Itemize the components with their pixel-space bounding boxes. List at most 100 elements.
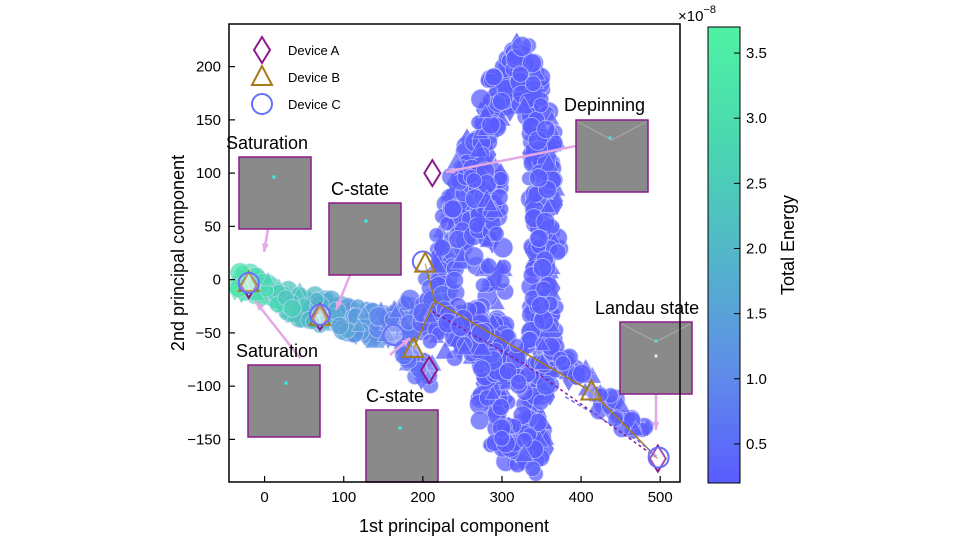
cloud-point	[330, 316, 350, 336]
legend: Device A Device B Device C	[250, 35, 341, 115]
cloud-point	[509, 338, 525, 354]
cloud-point	[552, 191, 564, 211]
annotation-label: Saturation	[226, 133, 308, 153]
cloud-point	[356, 305, 373, 320]
vortex-core	[364, 219, 368, 223]
x-axis-title: 1st principal component	[359, 516, 549, 536]
y-tick-label: 0	[213, 272, 221, 289]
colorbar-tick-label: 2.0	[746, 240, 767, 257]
cloud-point	[475, 277, 491, 294]
cloud-point	[478, 232, 496, 248]
x-tick-label: 0	[260, 489, 268, 506]
cloud-point	[485, 231, 499, 254]
cloud-point	[529, 168, 549, 188]
cloud-point	[482, 197, 499, 212]
vortex-core	[398, 426, 402, 430]
colorbar-tick-label: 0.5	[746, 436, 767, 453]
cloud-point	[445, 270, 464, 290]
cloud-point	[282, 298, 302, 318]
domain-wall	[577, 121, 647, 141]
device-c-point	[237, 271, 260, 294]
cloud-point	[529, 228, 549, 248]
highlighted-points	[237, 158, 670, 474]
cloud-point	[433, 235, 448, 259]
cloud-point	[488, 225, 505, 242]
annotation-label: Landau state	[595, 298, 699, 318]
annotation-label: Depinning	[564, 95, 645, 115]
cloud-point	[493, 170, 509, 187]
cloud-point	[493, 430, 511, 447]
cloud-point	[434, 340, 456, 360]
cloud-point	[523, 117, 534, 137]
cloud-point	[521, 53, 542, 74]
device-a-point	[423, 158, 442, 189]
cloud-point	[446, 151, 466, 170]
cloud-point	[494, 259, 506, 280]
colorbar-ticks: 0.5 1.0 1.5 2.0 2.5 3.0 3.5	[734, 45, 767, 453]
y-tick-label: 200	[196, 59, 221, 76]
annotation-insets: Saturation C-state Saturation C-state Depinn…	[226, 95, 699, 483]
cloud-point	[554, 355, 571, 372]
plot-frame	[228, 23, 681, 483]
cloud-point	[531, 296, 550, 315]
cloud-point	[534, 336, 551, 351]
scatter-cloud	[227, 32, 654, 482]
inset-image	[247, 364, 321, 438]
cloud-point	[513, 95, 535, 115]
domain-wall	[621, 323, 691, 343]
cloud-point	[260, 271, 277, 287]
device-c-point	[382, 324, 405, 347]
cloud-point	[492, 91, 512, 111]
legend-marker-diamond	[252, 35, 272, 65]
cloud-point	[623, 410, 634, 428]
inset-snapshot: Saturation	[236, 301, 321, 438]
device-b-point	[401, 335, 426, 358]
cloud-point	[472, 337, 493, 356]
vortex-core	[272, 175, 276, 179]
x-tick-label: 100	[331, 489, 356, 506]
cloud-point	[479, 345, 494, 369]
annotation-label: C-state	[331, 179, 389, 199]
cloud-point	[484, 385, 501, 400]
annotation-label: C-state	[366, 386, 424, 406]
cloud-point	[481, 115, 501, 135]
axes: 0 100 200 300 400 500 −150 −100 −50 0 50 100 150 200	[187, 59, 673, 506]
cloud-point	[472, 359, 491, 379]
inset-snapshot: Saturation	[226, 133, 312, 253]
y-tick-label: −150	[187, 431, 221, 448]
cloud-point	[532, 258, 553, 278]
arrow-head	[652, 421, 660, 430]
cloud-point	[465, 172, 483, 189]
cloud-point	[545, 146, 557, 165]
colorbar-multiplier: ×10−8	[678, 4, 716, 25]
y-tick-label: 50	[204, 218, 221, 235]
arrow-head	[401, 338, 410, 347]
trajectory-line	[434, 300, 659, 460]
inset-image	[238, 156, 312, 230]
legend-entry-label: Device A	[288, 43, 340, 58]
inset-image	[619, 321, 693, 395]
colorbar-tick-label: 2.5	[746, 175, 767, 192]
cloud-point	[536, 119, 556, 139]
inset-snapshot: C-state	[328, 179, 402, 311]
cloud-point	[544, 217, 555, 235]
legend-entry-label: Device C	[288, 97, 341, 112]
cloud-point	[446, 173, 459, 194]
cloud-point	[510, 373, 527, 391]
vortex-core	[284, 381, 288, 385]
arrow-head	[256, 302, 264, 311]
annotation-arrow	[445, 144, 577, 174]
inset-image	[365, 409, 439, 483]
x-tick-label: 500	[648, 489, 673, 506]
device-c-point	[308, 303, 331, 326]
device-c-point	[647, 446, 670, 469]
cloud-point	[499, 362, 518, 381]
vortex-core	[654, 354, 658, 358]
cloud-point	[533, 97, 549, 114]
legend-marker-circle	[251, 93, 273, 115]
device-a-point	[648, 443, 668, 474]
device-b-point	[413, 250, 437, 273]
cloud-point	[491, 398, 510, 417]
y-tick-label: 100	[196, 165, 221, 182]
